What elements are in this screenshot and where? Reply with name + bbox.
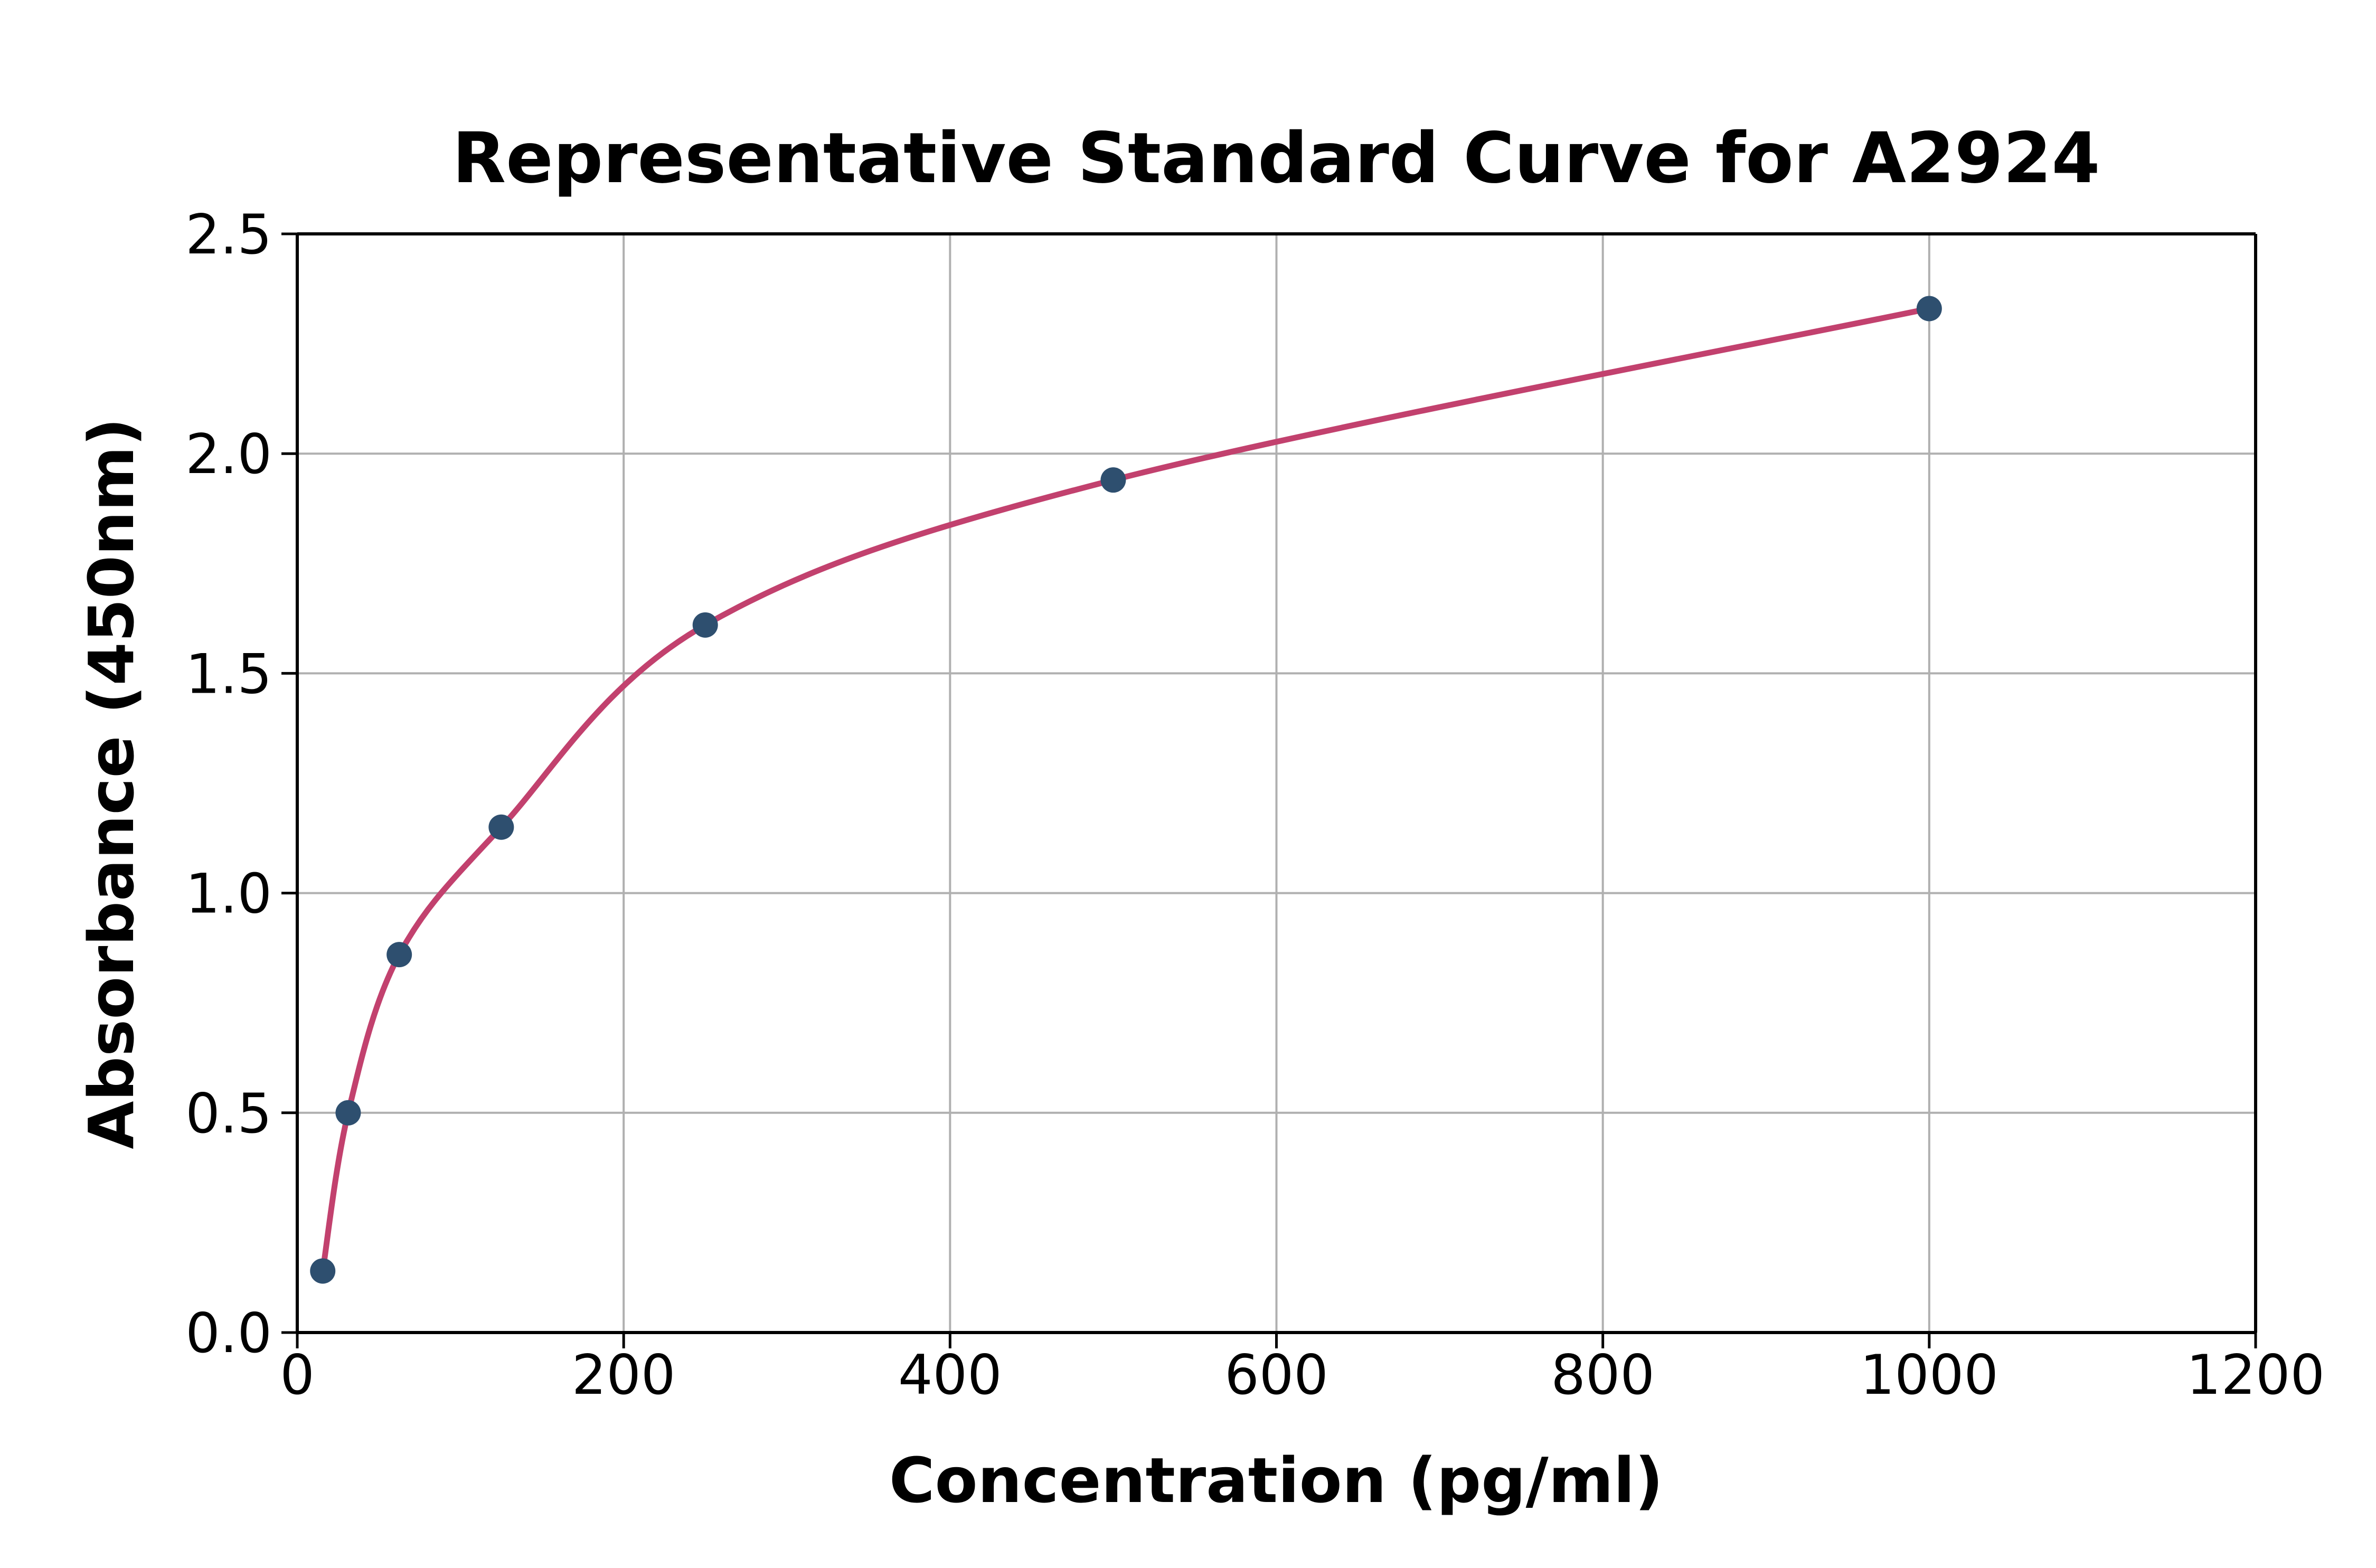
x-tick-label: 400 [898,1344,1002,1407]
data-point-marker [310,1258,336,1284]
data-point-marker [1100,467,1126,493]
standard-curve-line [319,306,1932,1274]
y-tick-label: 0.0 [185,1302,272,1365]
x-tick-labels: 0 200 400 600 800 1000 1200 [280,1344,2325,1407]
y-tick-label: 1.0 [185,863,272,926]
x-tick-label: 1200 [2186,1344,2325,1407]
x-tick-label: 200 [572,1344,676,1407]
data-point-marker [488,814,514,840]
x-tick-label: 600 [1224,1344,1328,1407]
x-axis-label: Concentration (pg/ml) [889,1444,1663,1517]
gridlines [297,234,2256,1333]
data-point-marker [692,612,718,638]
data-point-marker [335,1100,361,1126]
data-point-marker [1916,296,1942,322]
y-tick-label: 1.5 [185,643,272,706]
data-point-marker [386,942,412,968]
y-tick-label: 0.5 [185,1082,272,1146]
y-axis-label: Absorbance (450nm) [75,418,148,1149]
fitted-curve [319,306,1932,1274]
x-tick-label: 0 [280,1344,315,1407]
x-tick-label: 800 [1551,1344,1655,1407]
x-tick-label: 1000 [1860,1344,1998,1407]
y-tick-label: 2.5 [185,203,272,267]
data-points [310,296,1942,1284]
y-tick-labels: 0.0 0.5 1.0 1.5 2.0 2.5 [185,203,272,1365]
y-tick-label: 2.0 [185,423,272,486]
tick-marks [281,232,2257,1348]
chart-title: Representative Standard Curve for A2924 [452,118,2100,199]
